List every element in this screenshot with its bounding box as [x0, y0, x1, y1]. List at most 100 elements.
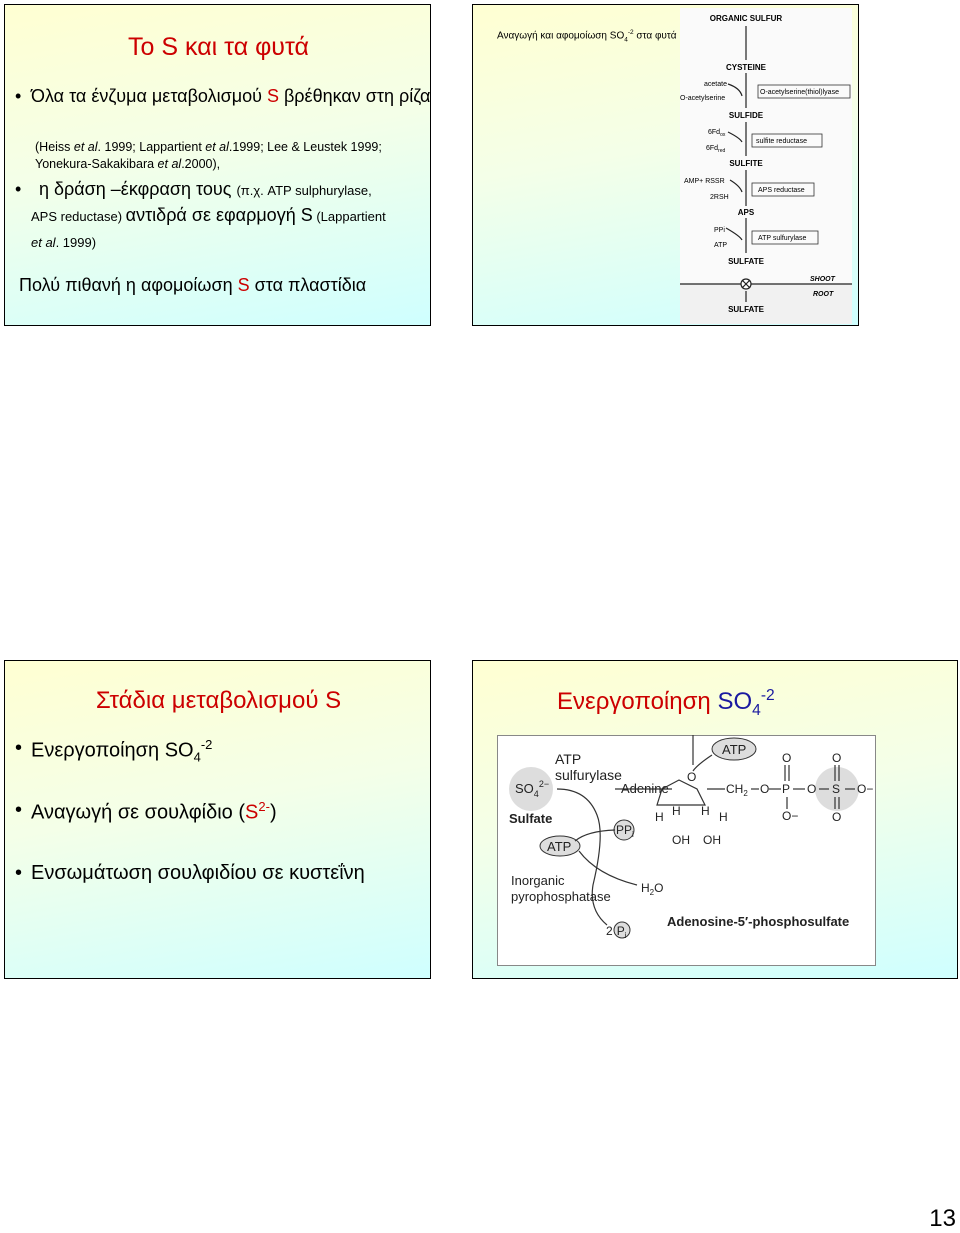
text: S	[237, 275, 250, 295]
label: PPi	[714, 227, 725, 234]
text: Πολύ πιθανή η αφομοίωση	[19, 275, 238, 295]
label: ATP	[555, 751, 581, 767]
atp-ellipse	[711, 737, 757, 761]
text: i	[625, 931, 627, 940]
text: P	[617, 924, 625, 938]
text: 2	[606, 924, 613, 938]
label: O-acetylserine(thiol)lyase	[760, 89, 839, 96]
text: 4	[752, 701, 761, 719]
sulfate-circle	[509, 767, 553, 811]
slide-title: Αναγωγή και αφομοίωση SO4-2 στα φυτά	[497, 29, 677, 43]
label: Adenosine-5′-phosphosulfate	[667, 914, 849, 929]
label: sulfite reductase	[756, 138, 807, 145]
label: SO42−	[515, 779, 549, 799]
text: αντιδρά σε εφαρμογή S	[125, 205, 313, 225]
label: ATP	[547, 839, 571, 854]
label: 6Fdox	[708, 129, 726, 138]
label: ATP	[714, 242, 727, 249]
label: sulfurylase	[555, 767, 622, 783]
shoot-area	[680, 8, 852, 284]
text: -2	[200, 737, 213, 752]
label: H	[672, 804, 681, 818]
label: H	[655, 810, 664, 824]
label: CYSTEINE	[726, 63, 767, 72]
label: CH2	[726, 782, 748, 798]
bullet: Ενσωμάτωση σουλφιδίου σε κυστεΐνη	[9, 861, 391, 885]
label: 2RSH	[710, 194, 729, 201]
text: (Lappartient	[312, 209, 386, 224]
label: SULFITE	[729, 159, 763, 168]
text: .2000),	[181, 157, 221, 171]
label: O	[782, 751, 791, 765]
text: SO	[515, 781, 534, 796]
text: O	[654, 881, 663, 895]
text: ox	[720, 132, 726, 138]
bullet: η δράση –έκφραση τους (π.χ. ATP sulphury…	[9, 177, 391, 255]
label: APS	[738, 208, 755, 217]
label: S	[832, 782, 840, 796]
label: ATP	[722, 742, 746, 757]
label: H	[701, 804, 710, 818]
atp-ellipse	[539, 835, 581, 857]
reaction-figure: SO42− Sulfate ATP sulfurylase Adenine PP…	[497, 735, 876, 966]
text: . 1999)	[55, 235, 97, 250]
label: O-acetylserine	[680, 95, 725, 102]
text: PP	[616, 823, 632, 837]
text: -2	[627, 29, 634, 36]
label: O	[807, 782, 816, 796]
conclusion: Πολύ πιθανή η αφομοίωση S στα πλαστίδια	[19, 275, 366, 296]
text: 2	[650, 888, 655, 897]
text: (π.χ. ATP sulphurylase, APS reductase)	[31, 183, 372, 224]
label: pyrophosphatase	[511, 889, 611, 904]
pathway-diagram: ORGANIC SULFUR CYSTEINE SULFIDE SULFITE …	[680, 8, 852, 324]
text: S	[266, 86, 279, 106]
label: ROOT	[813, 291, 834, 298]
reference: (Heiss et al. 1999; Lappartient et al.19…	[35, 139, 405, 173]
enzyme-boxes	[751, 84, 851, 245]
slide: Το S και τα φυτά Όλα τα ένζυμα μεταβολισ…	[4, 4, 431, 326]
text: 2−	[539, 779, 549, 789]
arrows	[680, 26, 852, 302]
text: et al	[157, 157, 182, 171]
label: O	[760, 782, 769, 796]
label: OH	[703, 833, 721, 847]
label: P	[782, 782, 790, 796]
label: O−	[782, 809, 798, 823]
label: PPi	[616, 823, 634, 839]
text: CH	[726, 782, 743, 796]
slide-title: Ενεργοποίηση SO4-2	[557, 687, 775, 720]
text: Αναγωγή και αφομοίωση SO	[497, 30, 625, 42]
label: SULFATE	[728, 305, 765, 314]
label: Sulfate	[509, 811, 552, 826]
label: H	[719, 810, 728, 824]
text: et al	[31, 235, 56, 250]
text: et al	[205, 140, 229, 154]
slide-title: Το S και τα φυτά	[128, 33, 309, 61]
label: H2O	[641, 881, 663, 897]
text: (Heiss	[35, 140, 74, 154]
pi-circle	[613, 921, 631, 939]
text: 4	[534, 789, 539, 799]
label: 6Fdred	[706, 145, 726, 154]
text: S	[245, 801, 259, 824]
text: 6Fd	[706, 145, 718, 152]
text: red	[718, 148, 725, 154]
text: 2	[743, 789, 748, 798]
label: 2 Pi	[606, 924, 627, 940]
label: SULFIDE	[729, 111, 764, 120]
text: .1999; Lee & Leustek 1999; Yonekura-Saka…	[35, 140, 382, 171]
label: O	[832, 751, 841, 765]
label: SULFATE	[728, 257, 765, 266]
text: 4	[624, 36, 628, 44]
text: στα πλαστίδια	[249, 275, 367, 295]
label: O−	[857, 782, 873, 796]
bullet: Ενεργοποίηση SO4-2	[9, 737, 212, 765]
text: . 1999; Lappartient	[97, 140, 206, 154]
label: SHOOT	[810, 276, 836, 283]
text: Όλα τα ένζυμα μεταβολισμού	[31, 86, 267, 106]
text: 4	[193, 749, 201, 765]
text: Ενσωμάτωση σουλφιδίου σε κυστεΐνη	[31, 862, 365, 884]
text: η δράση –έκφραση τους	[39, 179, 237, 199]
